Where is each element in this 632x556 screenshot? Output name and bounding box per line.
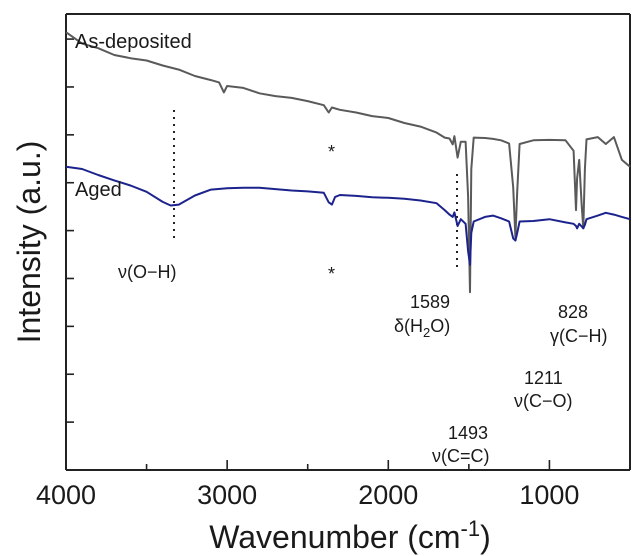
annotation-1493-number: 1493 (448, 423, 488, 443)
y-axis-title: Intensity (a.u.) (11, 141, 47, 344)
x-tick-label: 4000 (36, 480, 96, 510)
plot-frame (65, 13, 631, 471)
annotation-1493-mode: ν(C=C) (432, 446, 490, 466)
series-line-as-deposited (65, 31, 631, 294)
series-label-as-deposited: As-deposited (75, 31, 192, 53)
x-tick-label: 1000 (519, 480, 579, 510)
x-tick-labels: 4000 3000 2000 1000 (36, 480, 580, 510)
annotation-star-lower: * (328, 264, 335, 284)
y-ticks (66, 38, 74, 471)
annotation-1589-mode: δ(H2O) (394, 316, 450, 340)
annotation-1211-mode: ν(C−O) (514, 391, 573, 411)
annotation-oh: ν(O−H) (118, 262, 177, 282)
x-axis-title: Wavenumber (cm-1) (209, 516, 491, 555)
series-layer (65, 31, 631, 294)
x-tick-label: 3000 (197, 480, 257, 510)
annotation-828-number: 828 (558, 302, 588, 322)
marker-lines (173, 110, 458, 270)
x-ticks (65, 460, 631, 470)
annotation-1211-number: 1211 (524, 368, 563, 388)
annotation-star-upper: * (328, 142, 335, 162)
series-label-aged: Aged (75, 179, 122, 201)
annotation-1589-number: 1589 (410, 292, 450, 312)
x-tick-label: 2000 (358, 480, 418, 510)
annotation-828-mode: γ(C−H) (550, 326, 608, 346)
series-line-aged (65, 165, 631, 266)
